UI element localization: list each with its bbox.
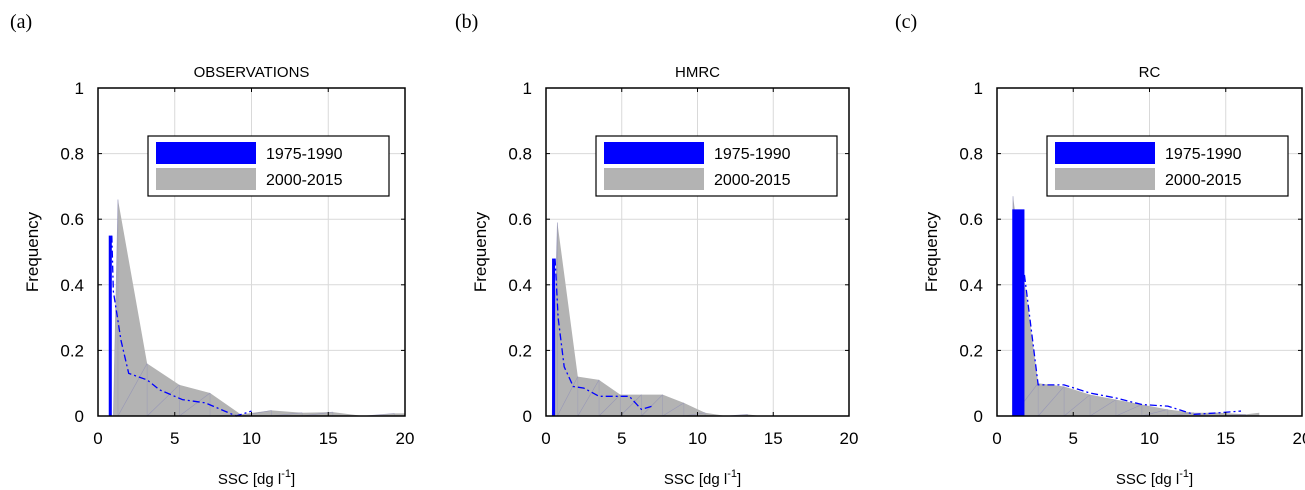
x-tick-label: 10: [688, 429, 707, 448]
y-tick-label: 0.6: [60, 210, 84, 229]
legend-swatch: [1055, 168, 1155, 190]
series-area-2000-2015: [113, 199, 405, 416]
y-tick-label: 0.6: [508, 210, 532, 229]
y-tick-label: 0.2: [60, 341, 84, 360]
area-mesh-line: [240, 410, 272, 417]
x-tick-label: 0: [992, 429, 1001, 448]
series-spike-1975-1990: [1012, 209, 1025, 416]
area-mesh-line: [662, 402, 685, 417]
area-mesh-line: [641, 394, 663, 417]
legend-label: 1975-1990: [266, 146, 343, 163]
y-axis-label: Frequency: [922, 211, 941, 292]
y-tick-label: 1: [974, 79, 983, 98]
y-tick-label: 1: [523, 79, 532, 98]
y-tick-label: 0: [974, 407, 983, 426]
series-line-1975-1990: [1023, 274, 1242, 416]
panel-letter: (c): [895, 11, 917, 33]
x-tick-label: 0: [541, 429, 550, 448]
chart-panel-3: (c) RC 0 5 10 15 20 0 0.2 0.4 0.6 0.8 1 Frequency SSC …: [895, 11, 1305, 488]
panel-letter: (a): [10, 11, 32, 33]
y-tick-label: 0.8: [959, 145, 983, 164]
x-tick-label: 20: [1293, 429, 1305, 448]
series-spike-1975-1990: [552, 258, 556, 416]
series-line-1975-1990: [554, 258, 653, 411]
x-tick-label: 15: [764, 429, 783, 448]
x-tick-label: 20: [840, 429, 859, 448]
x-tick-label: 15: [319, 429, 338, 448]
x-tick-label: 20: [396, 429, 415, 448]
legend-swatch: [604, 168, 704, 190]
area-mesh-line: [557, 376, 579, 417]
y-tick-label: 0.4: [60, 276, 84, 295]
legend-swatch: [156, 168, 256, 190]
chart-panel-2: (b) HMRC 0 5 10 15 20 0 0.2 0.4 0.6 0.8 1 Frequency SS…: [455, 11, 858, 488]
area-mesh-line: [1089, 399, 1117, 417]
legend-swatch: [156, 142, 256, 164]
area-mesh-line: [1037, 386, 1065, 417]
x-axis-label: SSC [dg l-1]: [664, 468, 741, 488]
area-mesh-line: [598, 394, 621, 417]
y-tick-label: 0: [523, 407, 532, 426]
series-area-2000-2015: [1012, 196, 1260, 416]
y-tick-label: 0.4: [959, 276, 983, 295]
area-mesh-line: [1141, 409, 1168, 417]
area-mesh-line: [1115, 404, 1142, 417]
series-area-2000-2015: [552, 222, 762, 416]
x-tick-label: 15: [1216, 429, 1235, 448]
y-axis-label: Frequency: [471, 211, 490, 292]
chart-title: RC: [1139, 64, 1161, 81]
chart-panel-1: (a) OBSERVATIONS 0 5 10 15 20 0 0.2 0.4 0.6 0.8 1 Fre…: [10, 11, 414, 488]
series-spike-1975-1990: [108, 235, 112, 416]
area-mesh-line: [179, 392, 211, 417]
x-tick-label: 5: [170, 429, 179, 448]
x-axis-label: SSC [dg l-1]: [1116, 468, 1193, 488]
x-tick-label: 5: [617, 429, 626, 448]
chart-title: OBSERVATIONS: [194, 64, 310, 81]
area-mesh-line: [1063, 394, 1091, 417]
legend-swatch: [604, 142, 704, 164]
y-tick-label: 0.8: [60, 145, 84, 164]
area-mesh-line: [146, 384, 180, 417]
x-tick-label: 0: [93, 429, 102, 448]
area-mesh-line: [620, 394, 642, 417]
x-axis-label: SSC [dg l-1]: [218, 468, 295, 488]
legend-label: 2000-2015: [1165, 172, 1242, 189]
panel-letter: (b): [455, 11, 478, 33]
legend-label: 2000-2015: [714, 172, 791, 189]
y-tick-label: 0.2: [508, 341, 532, 360]
legend-label: 2000-2015: [266, 172, 343, 189]
y-tick-label: 0.2: [959, 341, 983, 360]
y-tick-label: 0: [75, 407, 84, 426]
legend-label: 1975-1990: [1165, 146, 1242, 163]
series-line-1975-1990: [111, 235, 252, 417]
area-mesh-line: [113, 199, 119, 417]
legend: 1975-1990 2000-2015: [595, 135, 838, 197]
y-axis-label: Frequency: [23, 211, 42, 292]
legend-swatch: [1055, 142, 1155, 164]
y-tick-label: 1: [75, 79, 84, 98]
area-mesh-line: [577, 379, 600, 417]
y-tick-label: 0.4: [508, 276, 532, 295]
chart-title: HMRC: [675, 64, 720, 81]
y-tick-label: 0.8: [508, 145, 532, 164]
y-tick-label: 0.6: [959, 210, 983, 229]
area-mesh-line: [117, 363, 148, 417]
legend-label: 1975-1990: [714, 146, 791, 163]
x-tick-label: 5: [1069, 429, 1078, 448]
x-tick-label: 10: [242, 429, 261, 448]
x-tick-label: 10: [1140, 429, 1159, 448]
legend: 1975-1990 2000-2015: [147, 135, 390, 197]
legend: 1975-1990 2000-2015: [1046, 135, 1289, 197]
